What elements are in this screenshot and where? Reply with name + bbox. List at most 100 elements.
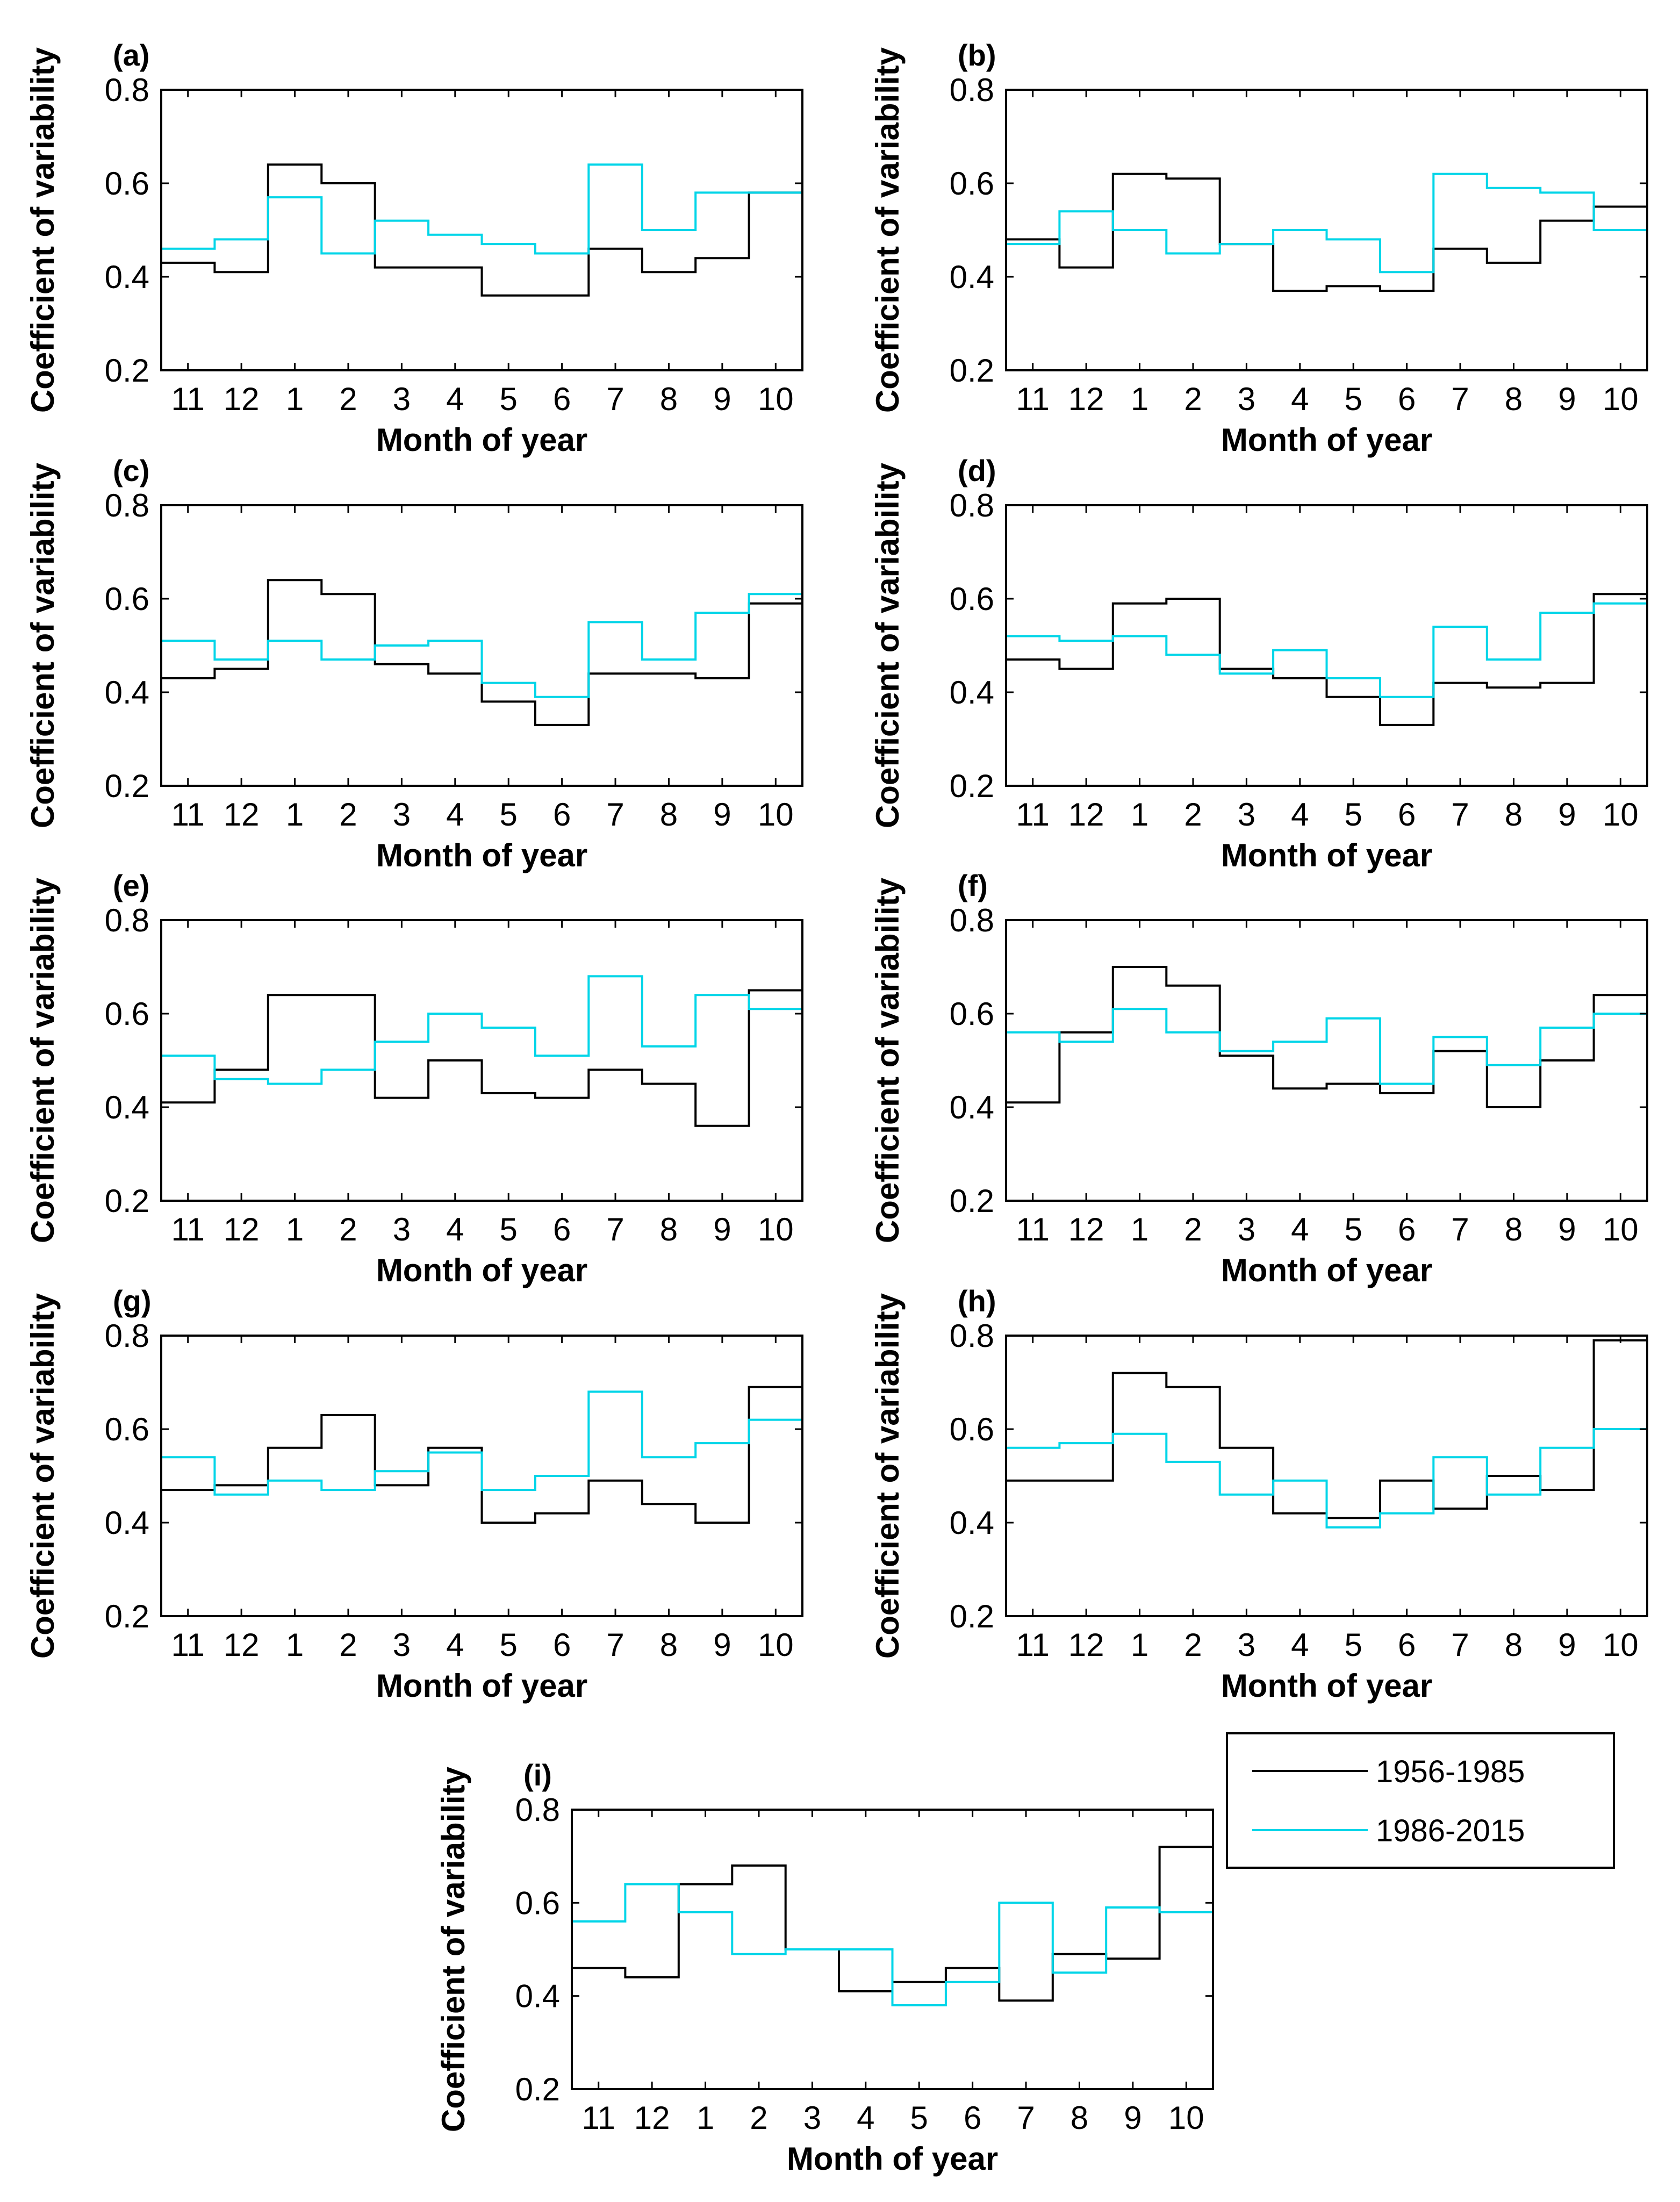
x-tick-label: 8 (660, 381, 678, 417)
legend-box (1226, 1732, 1615, 1869)
x-tick-label: 9 (1558, 381, 1576, 417)
plot-frame (160, 919, 803, 1202)
series-line-1986-2015 (1006, 1008, 1647, 1085)
x-tick-label: 5 (500, 1627, 518, 1663)
x-tick-label: 4 (1291, 1211, 1309, 1247)
x-tick-label: 4 (446, 1627, 464, 1663)
x-tick-label: 9 (1558, 797, 1576, 833)
series-line-1986-2015 (161, 1390, 802, 1496)
y-axis-title: Coefficient of variability (870, 462, 906, 828)
y-tick-label: 0.2 (515, 2071, 560, 2107)
panel-label-g: (g) (113, 1284, 152, 1318)
x-tick-label: 10 (1168, 2100, 1204, 2136)
x-tick-label: 10 (758, 381, 794, 417)
panel-label-f: (f) (958, 869, 988, 902)
y-tick-label: 0.2 (950, 1598, 994, 1634)
series-line-1986-2015 (1006, 173, 1647, 274)
y-tick-label: 0.8 (515, 1792, 560, 1828)
x-tick-label: 3 (393, 797, 411, 833)
x-tick-label: 3 (1238, 1211, 1255, 1247)
x-tick-label: 8 (660, 1211, 678, 1247)
y-tick-label: 0.2 (950, 1183, 994, 1219)
x-tick-label: 2 (750, 2100, 767, 2136)
x-tick-label: 5 (1345, 1211, 1362, 1247)
series-line-1986-2015 (1006, 1428, 1647, 1529)
x-tick-label: 7 (1017, 2100, 1035, 2136)
x-tick-label: 4 (857, 2100, 874, 2136)
x-tick-label: 12 (1068, 1627, 1104, 1663)
x-tick-label: 8 (1505, 1211, 1523, 1247)
x-tick-label: 3 (1238, 797, 1255, 833)
y-axis-title: Coefficient of variability (25, 47, 61, 413)
panel-label-b: (b) (958, 38, 996, 72)
x-axis-title: Month of year (376, 1252, 587, 1288)
x-tick-label: 2 (339, 797, 357, 833)
x-tick-label: 1 (1131, 381, 1148, 417)
panel-label-a: (a) (113, 38, 149, 72)
y-tick-label: 0.6 (105, 581, 149, 617)
x-tick-label: 12 (224, 1627, 260, 1663)
x-tick-label: 9 (713, 1211, 731, 1247)
x-tick-label: 3 (1238, 1627, 1255, 1663)
x-axis-title: Month of year (376, 1668, 587, 1704)
y-tick-label: 0.6 (105, 996, 149, 1032)
x-tick-label: 9 (1558, 1211, 1576, 1247)
y-tick-label: 0.6 (950, 581, 994, 617)
series-line-1986-2015 (1006, 602, 1647, 698)
x-tick-label: 3 (803, 2100, 821, 2136)
legend: 1956-1985 1986-2015 (1226, 1732, 1615, 1869)
x-tick-label: 2 (1184, 381, 1202, 417)
y-tick-label: 0.8 (950, 72, 994, 108)
x-tick-label: 8 (1505, 797, 1523, 833)
x-tick-label: 1 (1131, 1211, 1148, 1247)
x-tick-label: 1 (697, 2100, 714, 2136)
y-tick-label: 0.2 (105, 353, 149, 389)
x-axis-title: Month of year (1221, 837, 1432, 873)
plot-frame (1005, 1335, 1648, 1617)
x-tick-label: 1 (286, 381, 304, 417)
x-tick-label: 7 (1451, 1211, 1469, 1247)
y-axis-title: Coefficient of variability (870, 877, 906, 1243)
x-tick-label: 6 (553, 1627, 571, 1663)
x-tick-label: 12 (1068, 797, 1104, 833)
y-tick-label: 0.4 (105, 259, 149, 295)
series-line-1956-1985 (1006, 593, 1647, 726)
x-tick-label: 6 (1398, 1211, 1416, 1247)
x-axis-title: Month of year (787, 2141, 998, 2177)
x-tick-label: 2 (1184, 797, 1202, 833)
plot-frame (160, 89, 803, 371)
x-tick-label: 10 (1603, 1211, 1639, 1247)
x-tick-label: 8 (1505, 1627, 1523, 1663)
x-tick-label: 1 (286, 797, 304, 833)
x-tick-label: 7 (606, 381, 624, 417)
series-line-1986-2015 (161, 163, 802, 255)
x-tick-label: 5 (1345, 1627, 1362, 1663)
x-tick-label: 2 (1184, 1627, 1202, 1663)
y-axis-title: Coefficient of variability (870, 47, 906, 413)
panel-label-i: (i) (523, 1758, 552, 1792)
x-tick-label: 4 (446, 797, 464, 833)
y-tick-label: 0.4 (950, 675, 994, 711)
x-tick-label: 10 (1603, 381, 1639, 417)
y-tick-label: 0.4 (950, 1505, 994, 1541)
y-tick-label: 0.6 (515, 1885, 560, 1921)
y-axis-title: Coefficient of variability (25, 462, 61, 828)
y-tick-label: 0.4 (105, 675, 149, 711)
x-tick-label: 5 (1345, 381, 1362, 417)
x-tick-label: 11 (1016, 381, 1050, 417)
plot-frame (160, 504, 803, 787)
x-tick-label: 5 (910, 2100, 928, 2136)
y-tick-label: 0.8 (105, 72, 149, 108)
x-tick-label: 11 (171, 1627, 205, 1663)
x-tick-label: 6 (964, 2100, 981, 2136)
x-tick-label: 12 (224, 381, 260, 417)
x-tick-label: 1 (1131, 1627, 1148, 1663)
x-tick-label: 8 (660, 1627, 678, 1663)
x-tick-label: 10 (758, 1627, 794, 1663)
